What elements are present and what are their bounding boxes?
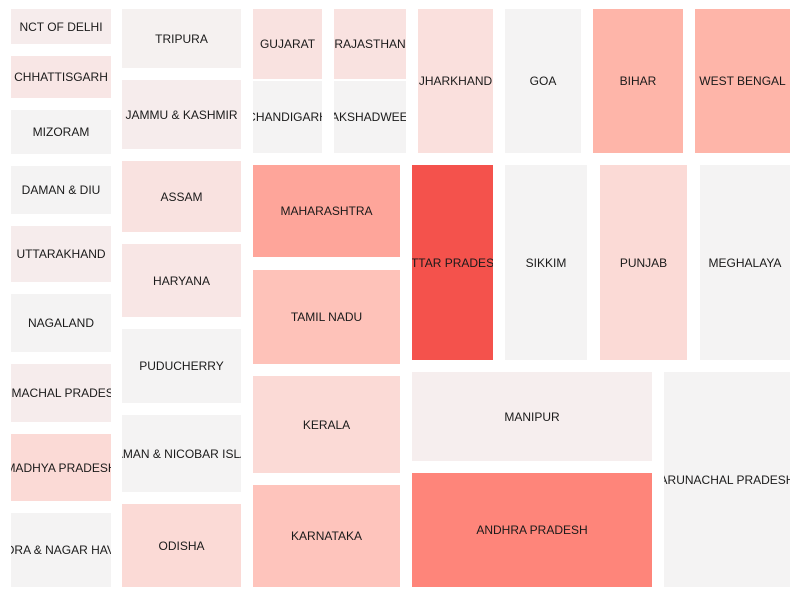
tile-chhattisgarh: CHHATTISGARH [11, 56, 111, 98]
tile-label: GOA [529, 74, 557, 88]
tile-dadra-and-nagar-haveli: DADRA & NAGAR HAVELI [11, 513, 111, 587]
tile-label: JHARKHAND [418, 74, 493, 88]
tile-gujarat: GUJARAT [253, 9, 322, 79]
tile-madhya-pradesh: MADHYA PRADESH [11, 434, 111, 501]
tile-label: ODISHA [158, 538, 205, 553]
tile-rajasthan: RAJASTHAN [334, 9, 406, 79]
tile-tamil-nadu: TAMIL NADU [253, 270, 400, 364]
tile-kerala: KERALA [253, 376, 400, 473]
tile-label: PUDUCHERRY [139, 359, 224, 373]
tile-nct-of-delhi: NCT OF DELHI [11, 9, 111, 44]
tile-west-bengal: WEST BENGAL [695, 9, 790, 153]
tile-label: JAMMU & KASHMIR [125, 107, 238, 122]
tile-label: UTTARAKHAND [16, 247, 106, 261]
tile-label: MANIPUR [504, 409, 560, 424]
tile-label: KERALA [302, 417, 351, 432]
tile-label: MIZORAM [32, 125, 90, 139]
tile-label: DAMAN & DIU [21, 183, 101, 197]
tile-maharashtra: MAHARASHTRA [253, 165, 400, 257]
tile-chandigarh: CHANDIGARH [253, 81, 322, 153]
tile-label: UTTAR PRADESH [412, 255, 493, 270]
tile-andhra-pradesh: ANDHRA PRADESH [412, 473, 652, 587]
tile-bihar: BIHAR [593, 9, 683, 153]
tile-label: CHANDIGARH [253, 110, 322, 124]
tile-label: ARUNACHAL PRADESH [664, 472, 790, 487]
tile-haryana: HARYANA [122, 244, 241, 317]
tile-puducherry: PUDUCHERRY [122, 329, 241, 403]
tile-nagaland: NAGALAND [11, 294, 111, 352]
tile-label: TRIPURA [155, 31, 208, 46]
tile-label: ASSAM [160, 189, 203, 204]
tile-label: MADHYA PRADESH [11, 460, 111, 475]
tile-jammu-and-kashmir: JAMMU & KASHMIR [122, 80, 241, 149]
tile-uttar-pradesh: UTTAR PRADESH [412, 165, 493, 360]
tile-label: KARNATAKA [291, 529, 362, 543]
tile-tripura: TRIPURA [122, 9, 241, 68]
tile-label: BIHAR [619, 74, 657, 88]
tile-mizoram: MIZORAM [11, 110, 111, 154]
tile-label: WEST BENGAL [699, 74, 786, 88]
tile-label: LAKSHADWEEP [334, 110, 406, 124]
tile-arunachal-pradesh: ARUNACHAL PRADESH [664, 372, 790, 587]
tile-label: MAHARASHTRA [280, 204, 373, 218]
tile-label: RAJASTHAN [334, 37, 406, 51]
tile-label: DADRA & NAGAR HAVELI [11, 543, 111, 557]
tile-label: PUNJAB [619, 255, 668, 270]
tile-uttarakhand: UTTARAKHAND [11, 226, 111, 282]
tile-punjab: PUNJAB [600, 165, 687, 360]
tile-label: HARYANA [153, 273, 210, 288]
tile-label: NCT OF DELHI [19, 19, 103, 34]
tile-label: TAMIL NADU [290, 310, 363, 324]
tile-label: ANDAMAN & NICOBAR ISLANDS [122, 446, 241, 461]
tile-label: CHHATTISGARH [14, 70, 108, 84]
tile-goa: GOA [505, 9, 581, 153]
tile-karnataka: KARNATAKA [253, 485, 400, 587]
tile-assam: ASSAM [122, 161, 241, 232]
tile-jharkhand: JHARKHAND [418, 9, 493, 153]
tile-himachal-pradesh: HIMACHAL PRADESH [11, 364, 111, 422]
tile-odisha: ODISHA [122, 504, 241, 587]
tile-label: HIMACHAL PRADESH [11, 386, 111, 400]
tile-andaman-and-nicobar-islands: ANDAMAN & NICOBAR ISLANDS [122, 415, 241, 492]
tile-lakshadweep: LAKSHADWEEP [334, 81, 406, 153]
tile-manipur: MANIPUR [412, 372, 652, 461]
tile-sikkim: SIKKIM [505, 165, 587, 360]
tile-label: GUJARAT [259, 37, 316, 51]
tile-label: ANDHRA PRADESH [476, 523, 588, 537]
tile-daman-and-diu: DAMAN & DIU [11, 166, 111, 214]
tile-label: SIKKIM [525, 255, 567, 270]
tile-label: NAGALAND [27, 316, 95, 330]
tile-label: MEGHALAYA [708, 255, 782, 270]
tile-meghalaya: MEGHALAYA [700, 165, 790, 360]
